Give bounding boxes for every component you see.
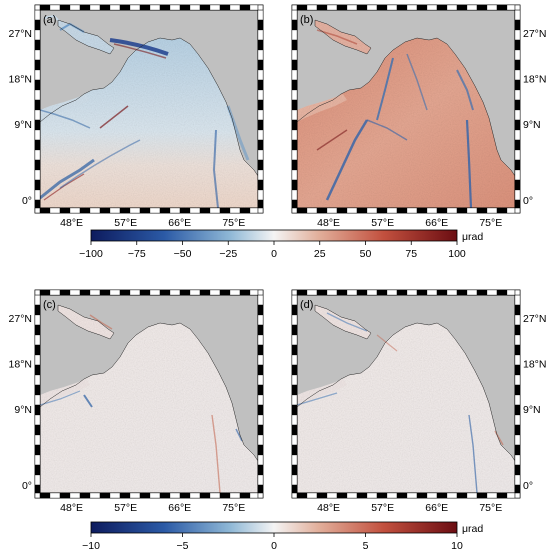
panel-a-label: (a) xyxy=(43,14,56,26)
colorbar-tick-label: 5 xyxy=(363,540,369,552)
colorbar-1-unit: μrad xyxy=(462,231,483,243)
colorbar-2-gradient xyxy=(90,521,458,534)
lat-tick-label: 0° xyxy=(523,195,533,207)
lon-tick-label: 48°E xyxy=(317,502,340,514)
lon-tick-label: 66°E xyxy=(425,502,448,514)
colorbar-2: −10 −5 0 5 10 μrad xyxy=(82,521,483,552)
colorbar-tick-label: 75 xyxy=(405,248,417,260)
lon-tick-label: 75°E xyxy=(222,502,245,514)
lon-tick-label: 75°E xyxy=(222,217,245,229)
lon-tick-label: 66°E xyxy=(168,217,191,229)
colorbar-tick-label: 100 xyxy=(448,248,466,260)
lat-tick-label: 18°N xyxy=(523,358,546,370)
lat-tick-label: 18°N xyxy=(9,358,32,370)
map-frame: 48°E 57°E 66°E 75°E 27°N 18°N 9°N 0° xyxy=(291,289,546,514)
panel-a: (a) xyxy=(39,9,259,209)
map-frame: 48°E 57°E 66°E 75°E 27°N 18°N 9°N 0° xyxy=(9,4,264,229)
colorbar-1: −100 −75 −50 −25 0 25 50 75 100 μrad xyxy=(79,229,483,260)
lat-tick-label: 27°N xyxy=(523,313,546,325)
colorbar-tick-label: −75 xyxy=(128,248,146,260)
map-frames: 48°E 57°E 66°E 75°E 27°N 18°N 9°N 0° 48°E 57°E 66°… xyxy=(9,4,546,514)
lon-tick-label: 75°E xyxy=(479,217,502,229)
lat-tick-label: 9°N xyxy=(14,119,32,131)
lat-tick-label: 9°N xyxy=(523,404,541,416)
panel-b-label: (b) xyxy=(300,14,313,26)
panel-c-label: (c) xyxy=(43,299,56,311)
panel-c: (c) xyxy=(39,294,259,494)
colorbar-2-ticks: −10 −5 0 5 10 xyxy=(82,533,463,552)
lon-tick-label: 48°E xyxy=(317,217,340,229)
map-frame: 48°E 57°E 66°E 75°E 27°N 18°N 9°N 0° xyxy=(9,289,264,514)
panel-d: (d) xyxy=(296,294,516,494)
lat-tick-label: 9°N xyxy=(523,119,541,131)
lat-tick-label: 0° xyxy=(22,195,32,207)
lat-tick-label: 9°N xyxy=(14,404,32,416)
colorbar-tick-label: 50 xyxy=(360,248,372,260)
lon-tick-label: 48°E xyxy=(60,502,83,514)
colorbar-2-unit: μrad xyxy=(462,523,483,535)
lat-tick-label: 18°N xyxy=(9,73,32,85)
lon-tick-label: 57°E xyxy=(371,502,394,514)
lon-tick-label: 66°E xyxy=(425,217,448,229)
colorbar-tick-label: 0 xyxy=(271,248,277,260)
colorbar-tick-label: −5 xyxy=(177,540,189,552)
colorbar-1-ticks: −100 −75 −50 −25 0 25 50 75 100 xyxy=(79,241,466,260)
colorbar-tick-label: −10 xyxy=(82,540,100,552)
lat-tick-label: 0° xyxy=(22,480,32,492)
colorbar-tick-label: 0 xyxy=(271,540,277,552)
colorbar-tick-label: −50 xyxy=(174,248,192,260)
panel-d-label: (d) xyxy=(300,299,313,311)
lat-tick-label: 27°N xyxy=(9,313,32,325)
lon-tick-label: 75°E xyxy=(479,502,502,514)
lat-tick-label: 18°N xyxy=(523,73,546,85)
colorbar-tick-label: 10 xyxy=(451,540,463,552)
colorbar-tick-label: 25 xyxy=(314,248,326,260)
lat-tick-label: 0° xyxy=(523,480,533,492)
lat-tick-label: 27°N xyxy=(523,28,546,40)
lon-tick-label: 66°E xyxy=(168,502,191,514)
lat-tick-label: 27°N xyxy=(9,28,32,40)
colorbar-tick-label: −100 xyxy=(79,248,103,260)
map-frame: 48°E 57°E 66°E 75°E 27°N 18°N 9°N 0° xyxy=(291,4,546,229)
lon-tick-label: 57°E xyxy=(371,217,394,229)
colorbar-1-gradient xyxy=(90,229,458,242)
lon-tick-label: 48°E xyxy=(60,217,83,229)
panel-b: (b) xyxy=(296,9,516,209)
lon-tick-label: 57°E xyxy=(114,217,137,229)
lon-tick-label: 57°E xyxy=(114,502,137,514)
colorbar-tick-label: −25 xyxy=(219,248,237,260)
